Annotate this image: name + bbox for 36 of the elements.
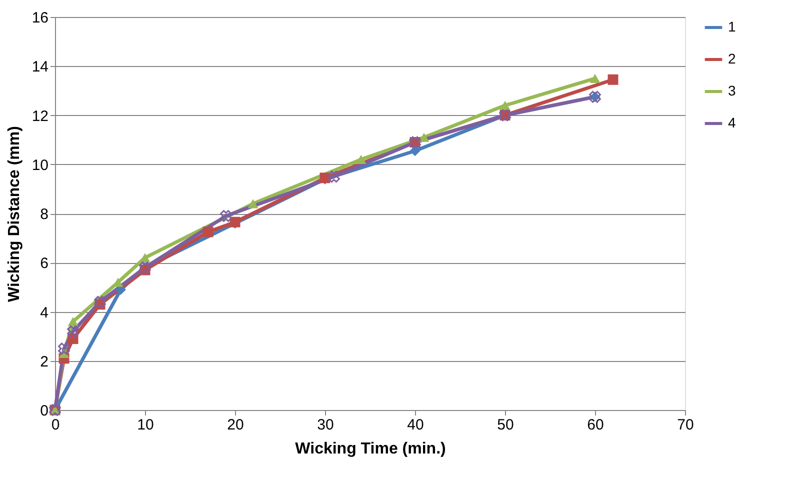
x-tick-label: 60: [587, 416, 604, 434]
y-axis-title: Wicking Distance (mm): [6, 126, 23, 302]
x-tick-label: 0: [51, 416, 60, 434]
legend-label: 4: [728, 114, 736, 130]
x-axis-title: Wicking Time (min.): [295, 440, 446, 458]
point: [590, 74, 600, 83]
y-tick-label: 0: [40, 402, 48, 420]
y-tick-label: 6: [40, 255, 48, 272]
point: [68, 317, 78, 326]
point: [356, 154, 366, 164]
legend-label: 2: [728, 50, 736, 66]
point: [67, 325, 79, 338]
x-tick-label: 50: [497, 416, 514, 434]
x-tick-label: 30: [317, 416, 334, 434]
legend-label: 3: [728, 82, 736, 98]
y-tick-label: 8: [40, 206, 48, 223]
y-tick-label: 14: [32, 58, 48, 76]
y-tick-label: 4: [40, 304, 48, 322]
point: [94, 296, 106, 308]
x-tick-label: 40: [407, 416, 424, 434]
point: [202, 226, 214, 238]
point: [220, 210, 232, 222]
point: [500, 100, 510, 110]
legend-label: 1: [728, 18, 736, 34]
point: [58, 342, 70, 355]
point: [248, 199, 258, 208]
point: [608, 74, 618, 85]
x-tick-label: 20: [227, 416, 244, 434]
x-tick-label: 70: [677, 416, 694, 434]
point: [328, 170, 340, 183]
y-tick-label: 12: [32, 108, 48, 125]
y-tick-label: 16: [32, 10, 48, 26]
y-tick-label: 2: [40, 353, 48, 370]
point: [418, 132, 430, 142]
y-tick-label: 10: [32, 156, 48, 174]
x-tick-label: 10: [137, 416, 154, 434]
